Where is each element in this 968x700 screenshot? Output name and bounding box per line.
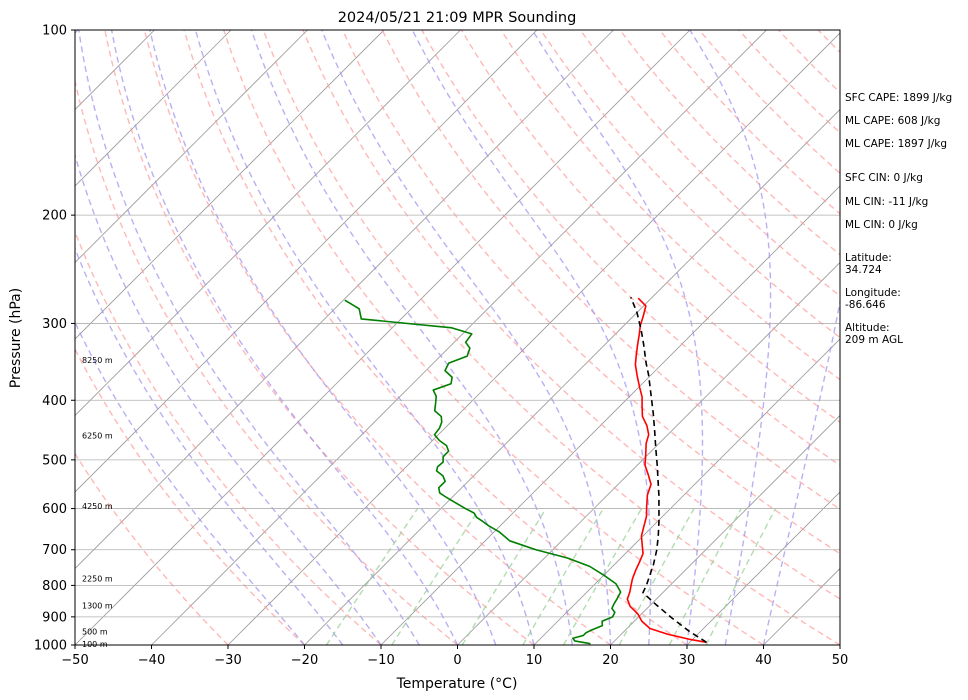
x-tick-label: −50	[61, 653, 88, 668]
isotherm-line	[75, 30, 691, 645]
dry-adiabat-line	[223, 30, 764, 645]
dry-adiabat-line	[341, 30, 840, 555]
dry-adiabat-line	[143, 30, 611, 645]
plot-frame	[74, 29, 841, 646]
x-tick-label: 50	[832, 653, 849, 668]
y-tick-label: 200	[42, 209, 67, 224]
moist-adiabat-line	[194, 30, 535, 645]
moist-adiabat-line	[411, 30, 652, 645]
y-tick-label: 500	[42, 453, 67, 468]
moist-adiabat-line	[321, 30, 612, 645]
isotherm-line	[686, 491, 840, 645]
isotherm-line	[457, 261, 840, 645]
profile-series	[344, 296, 707, 645]
moist-adiabat-line	[75, 152, 382, 645]
isotherm-line	[304, 108, 840, 645]
sfc-cin-text: SFC CIN: 0 J/kg	[845, 172, 923, 184]
altitude-label: 6250 m	[82, 431, 113, 440]
mixing-ratio-line	[461, 508, 547, 645]
x-tick-label: 40	[755, 653, 772, 668]
isotherm-line	[75, 30, 614, 570]
altitude-label: 500 m	[82, 628, 108, 637]
altitude-label: 1300 m	[82, 601, 113, 610]
dry-adiabat-line	[75, 452, 229, 645]
moist-adiabat-line	[531, 30, 704, 645]
x-tick-label: 30	[679, 653, 696, 668]
isotherm-line	[75, 30, 461, 417]
altitude-label: 8250 m	[82, 356, 113, 365]
mixing-ratio-line	[668, 508, 742, 645]
dry-adiabat-line	[381, 30, 840, 511]
mixing-ratio-line	[618, 508, 695, 645]
y-tick-label: 300	[42, 317, 67, 332]
isotherm-line	[75, 30, 538, 493]
moist-adiabat-line	[78, 30, 420, 645]
altitude-label: 4250 m	[82, 502, 113, 511]
x-axis-label: Temperature (°C)	[396, 676, 518, 692]
x-tick-label: 10	[526, 653, 543, 668]
y-tick-label: 400	[42, 394, 67, 409]
ml-cape-text-2: ML CAPE: 1897 J/kg	[845, 138, 948, 150]
y-tick-label: 700	[42, 543, 67, 558]
isotherm-line	[75, 30, 232, 187]
temperature-profile	[626, 297, 707, 644]
moist-adiabat-line	[110, 30, 459, 645]
dry-adiabat-line	[421, 30, 840, 467]
chart-title: 2024/05/21 21:09 MPR Sounding	[338, 10, 577, 26]
isotherm-line	[151, 30, 767, 645]
dry-adiabat-line	[75, 347, 305, 645]
sounding-info-panel: SFC CAPE: 1899 J/kg ML CAPE: 608 J/kg ML…	[845, 92, 968, 346]
altitude-label: 2250 m	[82, 574, 113, 583]
y-tick-label: 900	[42, 610, 67, 625]
mixing-ratio-line	[705, 508, 777, 645]
moist-adiabat-line	[250, 30, 573, 645]
x-tick-label: 20	[602, 653, 619, 668]
y-tick-label: 1000	[34, 639, 67, 654]
latitude-text: Latitude: 34.724	[845, 252, 892, 276]
x-tick-label: 0	[453, 653, 461, 668]
parcel-path	[630, 296, 707, 643]
x-axis-ticks: −50 −40 −30 −20 −10 0 10 20 30 40 50	[61, 645, 848, 668]
moist-adiabat-line	[762, 298, 840, 645]
x-tick-label: −40	[138, 653, 165, 668]
isotherm-line	[533, 338, 840, 645]
isotherm-line	[0, 30, 2, 645]
y-axis-ticks: 100 200 300 400 500 600 700 800 900 1000	[34, 24, 75, 654]
mixing-ratio-line	[522, 508, 604, 645]
dry-adiabat-line	[183, 30, 688, 645]
y-tick-label: 100	[42, 24, 67, 39]
altitude-text: Altitude: 209 m AGL	[845, 322, 903, 346]
longitude-text: Longitude: -86.646	[845, 287, 901, 311]
ml-cape-text-1: ML CAPE: 608 J/kg	[845, 115, 941, 127]
dry-adiabat-line	[579, 30, 840, 297]
x-tick-label: −30	[214, 653, 241, 668]
isotherm-line	[610, 414, 840, 645]
pressure-gridlines	[75, 30, 840, 645]
dry-adiabat-line	[262, 30, 840, 645]
mixing-ratio-line	[325, 508, 419, 645]
dewpoint-profile	[344, 299, 622, 645]
moist-adiabat-line	[149, 30, 497, 645]
ml-cin-text-2: ML CIN: 0 J/kg	[845, 219, 918, 231]
isotherm-line	[75, 30, 308, 264]
background-lines	[0, 30, 840, 645]
moist-adiabat-line	[689, 30, 772, 645]
y-tick-label: 800	[42, 579, 67, 594]
moist-adiabat-line	[75, 246, 344, 645]
y-axis-label: Pressure (hPa)	[8, 288, 24, 388]
ml-cin-text-1: ML CIN: -11 J/kg	[845, 196, 929, 208]
mixing-ratio-line	[562, 508, 643, 645]
isotherm-line	[227, 32, 840, 645]
dry-adiabat-line	[75, 78, 458, 645]
dry-adiabat-line	[104, 30, 535, 645]
x-tick-label: −20	[291, 653, 318, 668]
isotherm-line	[75, 30, 385, 340]
dry-adiabat-line	[75, 229, 382, 645]
y-tick-label: 600	[42, 502, 67, 517]
sfc-cape-text: SFC CAPE: 1899 J/kg	[845, 92, 953, 104]
isotherm-line	[380, 185, 840, 645]
x-tick-label: −10	[367, 653, 394, 668]
